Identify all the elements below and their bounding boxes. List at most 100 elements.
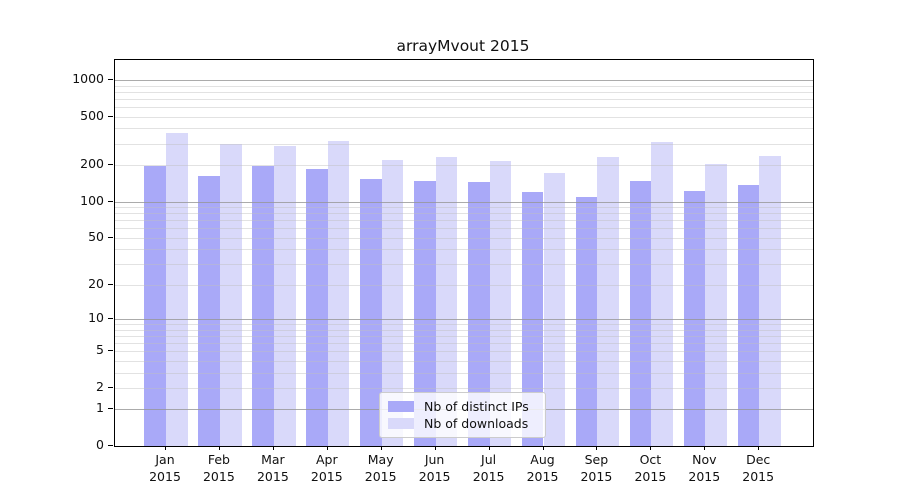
gridline — [115, 264, 813, 266]
bar-downloads — [166, 132, 188, 446]
bar-distinct-ips — [306, 168, 328, 446]
gridline — [115, 128, 813, 130]
bar-downloads — [651, 141, 674, 446]
y-tick-mark — [108, 350, 113, 352]
x-tick-mark — [488, 446, 490, 450]
bar-downloads — [543, 173, 566, 446]
x-tick-label: Jul 2015 — [472, 452, 505, 484]
bar-distinct-ips — [252, 166, 274, 446]
gridline — [115, 237, 813, 239]
gridline — [115, 329, 813, 331]
legend-swatch-distinct-ips-icon — [388, 401, 414, 412]
gridline — [115, 107, 813, 108]
x-tick-label: Oct 2015 — [634, 452, 667, 484]
gridline — [115, 220, 813, 222]
bar-downloads — [381, 159, 404, 446]
bar-downloads — [705, 164, 727, 446]
x-tick-label: Feb 2015 — [202, 452, 235, 484]
x-tick-mark — [704, 446, 706, 450]
bar-downloads — [435, 157, 458, 446]
x-tick-mark — [596, 446, 598, 450]
bar-distinct-ips — [467, 182, 490, 446]
gridline — [115, 387, 813, 389]
y-tick-mark — [108, 283, 113, 285]
legend-swatch-downloads-icon — [388, 418, 414, 429]
gridlines-layer — [115, 60, 813, 446]
gridline — [115, 284, 813, 286]
gridline — [115, 228, 813, 230]
gridline — [115, 360, 813, 362]
gridline — [115, 319, 813, 320]
x-tick-label: May 2015 — [364, 452, 397, 484]
y-tick-mark — [108, 408, 113, 410]
gridline — [115, 342, 813, 344]
gridline — [115, 351, 813, 353]
gridline — [115, 249, 813, 251]
x-tick-label: Mar 2015 — [256, 452, 289, 484]
gridline — [115, 207, 813, 208]
y-tick-mark — [108, 236, 113, 238]
x-tick-label: Dec 2015 — [742, 452, 775, 484]
y-tick-mark — [108, 164, 113, 165]
gridline — [115, 165, 813, 166]
y-tick-label: 20 — [88, 275, 104, 291]
x-tick-label: Nov 2015 — [688, 452, 721, 484]
y-tick-label: 10 — [88, 310, 104, 325]
x-tick-label: Apr 2015 — [310, 452, 343, 484]
gridline — [115, 91, 813, 93]
bar-distinct-ips — [144, 166, 166, 446]
y-tick-label: 5 — [96, 342, 104, 358]
y-tick-mark — [108, 386, 113, 388]
legend-item-downloads: Nb of downloads — [388, 415, 537, 432]
x-tick-label: Sep 2015 — [580, 452, 613, 484]
x-tick-mark — [758, 446, 760, 450]
y-tick-label: 50 — [88, 228, 104, 244]
legend-label-distinct-ips: Nb of distinct IPs — [424, 399, 529, 414]
x-tick-mark — [272, 446, 274, 450]
bar-downloads — [597, 156, 620, 446]
y-tick-mark — [108, 200, 113, 202]
x-tick-label: Jan 2015 — [149, 452, 181, 484]
gridline — [115, 98, 813, 100]
gridline — [115, 85, 813, 87]
gridline — [115, 79, 813, 81]
y-tick-mark — [108, 318, 113, 319]
x-tick-mark — [218, 446, 220, 450]
y-tick-label: 0 — [96, 437, 104, 452]
bar-downloads — [489, 161, 512, 446]
y-tick-label: 200 — [80, 156, 104, 171]
x-tick-mark — [326, 446, 328, 450]
bar-downloads — [273, 145, 296, 446]
x-tick-label: Aug 2015 — [526, 452, 559, 484]
bar-downloads — [219, 144, 242, 446]
legend-label-downloads: Nb of downloads — [424, 416, 529, 431]
bars-layer — [115, 60, 813, 446]
chart-title: arrayMvout 2015 — [396, 37, 530, 55]
x-tick-mark — [380, 446, 382, 450]
plot-area: Nb of distinct IPs Nb of downloads — [114, 59, 814, 447]
gridline — [115, 335, 813, 337]
y-tick-label: 100 — [80, 192, 104, 208]
x-tick-label: Jun 2015 — [418, 452, 451, 484]
y-tick-mark — [108, 115, 113, 117]
x-tick-mark — [434, 446, 436, 450]
x-tick-mark — [542, 446, 544, 450]
bar-distinct-ips — [683, 191, 706, 446]
y-tick-label: 1000 — [72, 70, 104, 86]
bar-distinct-ips — [198, 176, 220, 446]
legend: Nb of distinct IPs Nb of downloads — [379, 392, 546, 438]
gridline — [115, 116, 813, 118]
bar-distinct-ips — [629, 180, 652, 446]
x-tick-mark — [650, 446, 652, 450]
y-tick-mark — [108, 78, 113, 80]
x-tick-mark — [165, 446, 166, 450]
gridline — [115, 324, 813, 325]
gridline — [115, 201, 813, 203]
bar-distinct-ips — [575, 197, 598, 446]
y-tick-label: 500 — [80, 107, 104, 123]
gridline — [115, 143, 813, 145]
gridline — [115, 213, 813, 215]
bar-distinct-ips — [413, 180, 436, 446]
y-tick-label: 1 — [96, 400, 104, 416]
